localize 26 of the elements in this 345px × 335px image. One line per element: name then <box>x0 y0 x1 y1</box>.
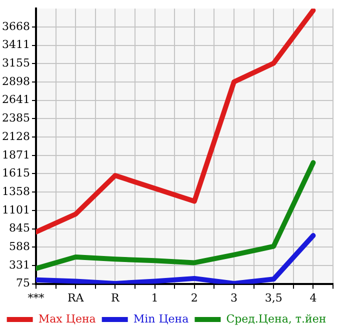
y-tick-label: 331 <box>8 258 30 272</box>
y-tick-label: 1358 <box>2 184 30 198</box>
x-tick-label: 1 <box>151 291 158 304</box>
legend-label: Min Цена <box>133 312 190 326</box>
x-tick-label: 3 <box>230 291 238 304</box>
x-tick-label: R <box>111 291 120 304</box>
x-tick-label: 2 <box>190 291 198 304</box>
y-tick-label: 3155 <box>2 56 30 70</box>
x-tick-label: RA <box>67 291 85 304</box>
legend-label: Сред.Цена, т.йен <box>226 312 326 326</box>
x-tick-label: 4 <box>310 291 317 304</box>
y-tick-label: 588 <box>8 240 30 253</box>
y-tick-label: 845 <box>8 222 30 235</box>
x-tick-label: 3,5 <box>264 291 282 304</box>
y-tick-label: 2385 <box>2 112 30 125</box>
x-tick-label: *** <box>28 291 45 304</box>
y-tick-label: 3668 <box>2 20 30 33</box>
y-tick-label: 1615 <box>2 166 30 180</box>
y-tick-label: 2128 <box>2 130 30 143</box>
y-tick-label: 2641 <box>2 93 30 106</box>
y-tick-label: 1101 <box>2 203 30 216</box>
y-tick-label: 3411 <box>2 38 30 52</box>
legend-label: Max Цена <box>38 312 96 326</box>
y-tick-label: 75 <box>16 276 30 290</box>
y-tick-label: 1871 <box>2 148 30 162</box>
y-tick-label: 2898 <box>2 74 30 88</box>
